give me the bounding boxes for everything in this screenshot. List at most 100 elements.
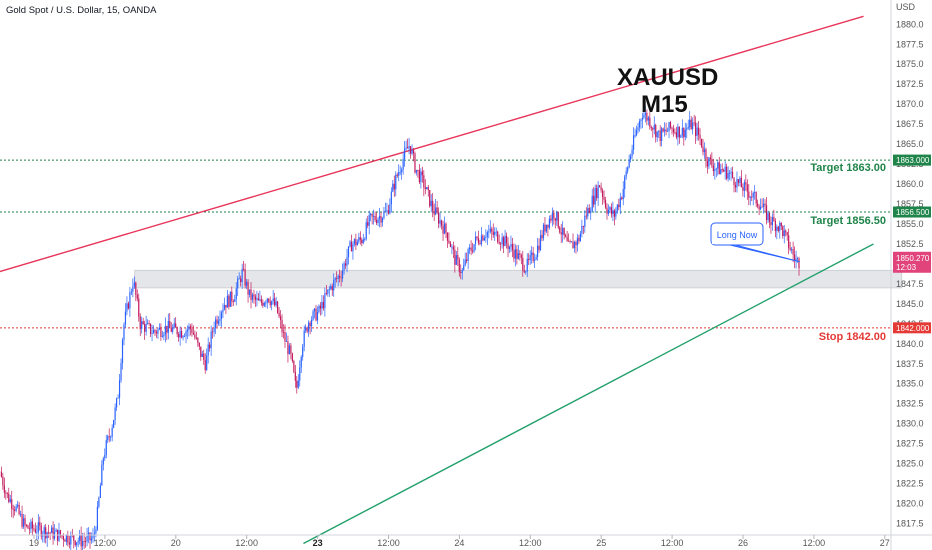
candle — [17, 500, 19, 509]
candle-body — [183, 336, 186, 337]
candle — [152, 325, 155, 334]
candle — [700, 138, 703, 149]
candle-body — [3, 485, 5, 493]
candle — [279, 310, 282, 328]
candle-body — [359, 237, 361, 240]
candle-body — [198, 342, 200, 347]
candle-body — [609, 207, 611, 210]
candle-body — [764, 203, 766, 206]
candle-body — [486, 232, 488, 237]
candle — [113, 419, 115, 429]
candle-body — [117, 397, 119, 399]
candle-body — [401, 169, 403, 173]
candle — [212, 328, 214, 339]
support-trendline[interactable] — [303, 243, 874, 545]
candle-body — [319, 305, 322, 309]
candle — [25, 523, 28, 528]
candle — [607, 204, 610, 216]
candle-body — [90, 538, 93, 541]
candle-body — [789, 247, 791, 250]
candle — [191, 323, 193, 337]
candle-body — [525, 271, 527, 273]
candle — [226, 290, 228, 308]
candle — [244, 263, 246, 289]
candle-body — [173, 323, 175, 328]
candle — [504, 229, 506, 247]
candle-body — [622, 189, 624, 200]
candle — [774, 218, 776, 238]
candle-body — [426, 187, 428, 190]
candle-body — [361, 239, 363, 244]
candle-body — [126, 303, 128, 312]
target1-label: Target 1863.00 — [810, 162, 886, 174]
candle-body — [587, 208, 589, 217]
candle-body — [666, 131, 669, 132]
candle-body — [538, 245, 540, 250]
candle-body — [340, 277, 342, 279]
current-time-label: 12:03 — [896, 263, 917, 272]
horizontal-levels — [0, 159, 891, 329]
candle-body — [649, 117, 651, 127]
candle — [297, 374, 299, 390]
candle-body — [751, 196, 753, 198]
candle-body — [206, 355, 208, 371]
candle — [263, 301, 265, 307]
candle-body — [353, 239, 356, 244]
candle-body — [669, 122, 672, 128]
candle-body — [240, 278, 242, 283]
candle-body — [502, 237, 505, 247]
candle-body — [356, 241, 358, 246]
candle-body — [365, 222, 367, 240]
candle — [458, 257, 460, 277]
candle — [421, 166, 423, 183]
candle — [136, 289, 138, 302]
candle-body — [675, 132, 678, 138]
candle — [284, 324, 286, 348]
candle-body — [123, 324, 125, 340]
candle-body — [179, 330, 181, 338]
candle — [708, 157, 710, 170]
candle — [253, 289, 255, 304]
candle — [39, 516, 41, 531]
candle — [678, 126, 680, 144]
candle-body — [302, 346, 304, 357]
time-axis[interactable]: 19 12:00 20 12:00 23 12:00 24 12:00 25 12:00 26 12:… — [0, 534, 932, 548]
currency-label: USD — [896, 2, 916, 12]
candle — [33, 524, 35, 532]
candle — [133, 276, 135, 289]
current-price-tag — [893, 251, 931, 273]
candle-body — [439, 220, 441, 224]
x-tick-label: 25 — [596, 538, 606, 548]
candle — [340, 270, 342, 287]
candle — [550, 215, 552, 224]
candle-body — [40, 525, 42, 537]
candle-body — [658, 130, 660, 132]
candle-body — [195, 337, 197, 339]
candle-body — [172, 327, 174, 332]
candle — [435, 199, 437, 216]
candle — [169, 312, 171, 328]
x-tick-label: 19 — [29, 538, 39, 548]
candle-body — [346, 257, 348, 266]
candle-body — [344, 263, 347, 266]
candle — [333, 273, 335, 297]
candle-body — [627, 167, 629, 172]
candle — [96, 500, 98, 532]
candle — [11, 491, 13, 518]
candle — [179, 326, 181, 346]
candle-body — [757, 203, 759, 207]
candle — [752, 191, 754, 206]
candle — [130, 288, 132, 296]
candle — [104, 448, 106, 462]
candle — [291, 352, 293, 363]
candle — [711, 152, 713, 168]
candle-body — [263, 302, 265, 306]
trendlines[interactable] — [0, 15, 874, 545]
candle-body — [316, 311, 319, 321]
candle — [525, 270, 527, 275]
x-tick-label: 12:00 — [235, 538, 258, 548]
resistance-trendline[interactable] — [0, 15, 864, 273]
candle — [739, 175, 741, 187]
candle-body — [367, 222, 369, 226]
